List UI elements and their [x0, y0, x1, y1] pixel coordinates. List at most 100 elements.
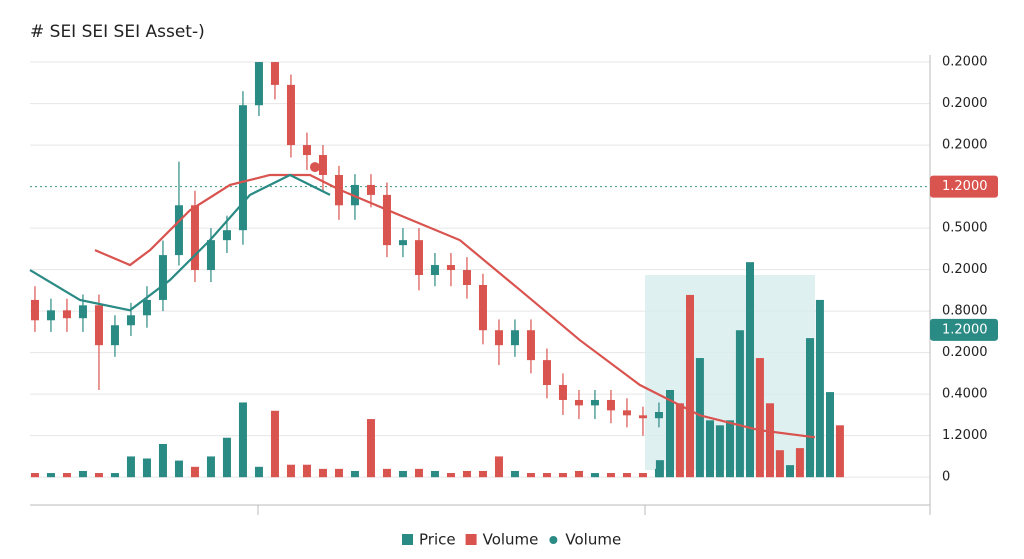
candle-body — [174, 205, 183, 256]
level-label: 1.2000 — [942, 322, 988, 337]
volume-bar — [746, 262, 754, 478]
volume-bar — [254, 466, 263, 478]
candle-body — [606, 399, 615, 411]
volume-bar — [715, 425, 724, 478]
volume-bar — [222, 437, 231, 478]
volume-bar — [775, 450, 784, 478]
volume-bar — [46, 473, 55, 478]
volume-bar — [158, 443, 167, 478]
y-tick-label: 0.4000 — [942, 387, 988, 402]
candle-body — [430, 265, 439, 276]
candle-body — [638, 415, 647, 419]
candle-body — [62, 310, 71, 319]
volume-bar — [302, 464, 311, 478]
volume-bar — [735, 330, 744, 478]
candle-body — [622, 410, 631, 416]
volume-bar — [366, 419, 375, 478]
candle-body — [238, 105, 247, 231]
level-label: 1.2000 — [942, 179, 988, 194]
volume-bar — [795, 448, 804, 478]
volume-bar — [510, 470, 519, 478]
y-tick-label: 0 — [942, 470, 950, 485]
y-tick-label: 0.2000 — [942, 345, 988, 360]
ma-line — [94, 173, 816, 439]
volume-bar — [786, 465, 794, 478]
volume-bar — [526, 473, 535, 478]
candle-body — [462, 270, 471, 285]
legend-swatch — [465, 534, 477, 545]
legend-label: Price — [419, 531, 456, 549]
candle-body — [46, 310, 55, 321]
candle-body — [414, 240, 423, 276]
candle-body — [206, 240, 215, 271]
volume-bar — [574, 470, 583, 478]
volume-bar — [94, 473, 103, 478]
y-tick-label: 0.2000 — [942, 138, 988, 153]
y-tick-label: 0.2000 — [942, 55, 988, 70]
y-tick-label: 0.5000 — [942, 221, 988, 236]
volume-bar — [334, 468, 343, 478]
volume-bar — [494, 456, 503, 478]
candle-body — [478, 284, 487, 331]
volume-bar — [446, 473, 455, 478]
candle-body — [558, 385, 567, 400]
volume-bar — [666, 390, 674, 478]
volume-bar — [62, 473, 71, 478]
volume-bar — [382, 468, 391, 478]
volume-bar — [286, 464, 295, 478]
volume-bar — [190, 466, 199, 478]
y-tick-label: 0.8000 — [942, 304, 988, 319]
candle-body — [398, 240, 407, 246]
candle-body — [78, 305, 87, 319]
volume-bar — [350, 470, 359, 478]
candle-body — [590, 399, 599, 406]
candle-body — [254, 62, 263, 106]
volume-bar — [835, 425, 844, 478]
candle-body — [446, 265, 455, 271]
volume-bar — [655, 460, 664, 478]
legend-swatch — [549, 536, 558, 544]
marker — [309, 162, 320, 173]
volume-bar — [174, 460, 183, 478]
candle-body — [494, 330, 503, 346]
y-tick-label: 0.2000 — [942, 262, 988, 277]
level-badge — [930, 318, 998, 341]
candle-body — [542, 360, 551, 386]
legend-label: Volume — [483, 531, 539, 549]
y-tick-label: 1.2000 — [942, 428, 988, 443]
volume-bar — [542, 473, 551, 478]
candle-body — [222, 230, 231, 241]
candle-body — [302, 145, 311, 156]
volume-bar — [638, 473, 647, 478]
volume-bar — [826, 392, 834, 478]
candle-body — [190, 205, 199, 271]
volume-bar — [558, 473, 567, 478]
candle-body — [382, 194, 391, 246]
candle-body — [30, 299, 39, 321]
volume-bar — [606, 473, 615, 478]
candle-body — [158, 255, 167, 300]
candle-body — [94, 305, 103, 346]
volume-bar — [675, 403, 684, 478]
candle-body — [366, 184, 375, 195]
candle-body — [270, 62, 279, 85]
legend-label: Volume — [565, 531, 621, 549]
volume-bar — [622, 473, 631, 478]
volume-bar — [815, 299, 824, 478]
candle-body — [574, 399, 583, 406]
volume-bar — [755, 358, 764, 478]
legend-swatch — [402, 534, 413, 545]
ma-line — [29, 173, 331, 312]
volume-bar — [686, 294, 694, 478]
volume-bar — [238, 402, 247, 478]
volume-bar — [142, 458, 151, 478]
candle-body — [318, 155, 327, 175]
volume-bar — [478, 470, 487, 478]
volume-bar — [590, 473, 599, 478]
candle-body — [110, 325, 119, 346]
volume-bar — [78, 470, 87, 478]
candle-body — [142, 299, 151, 316]
volume-bar — [695, 358, 704, 478]
volume-bar — [398, 470, 407, 478]
